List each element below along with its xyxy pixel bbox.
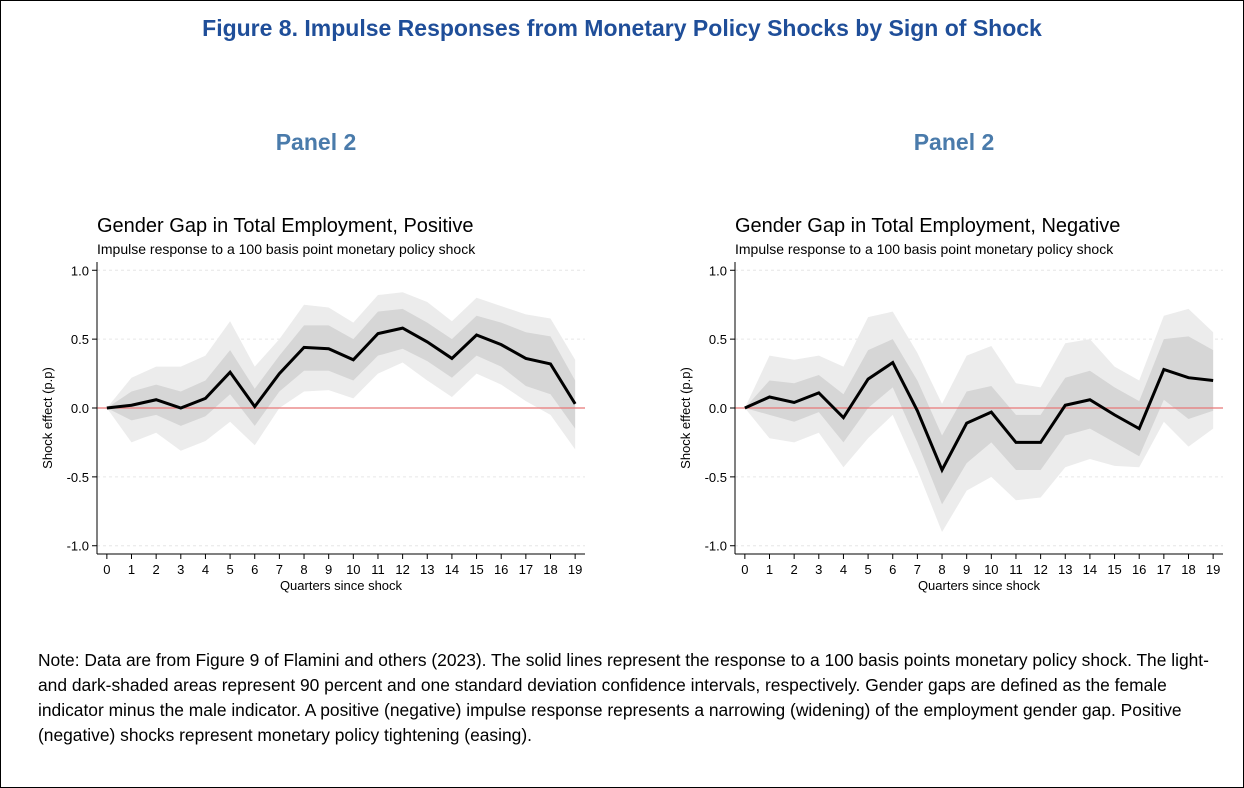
confidence-band <box>744 336 1214 505</box>
confidence-band <box>106 308 576 429</box>
x-tick-label: 14 <box>1083 562 1097 577</box>
y-tick-label: 0.0 <box>709 401 727 416</box>
response-line <box>744 360 1214 474</box>
x-tick-label: 10 <box>346 562 360 577</box>
x-tick-label: 7 <box>914 562 921 577</box>
x-tick-label: 2 <box>153 562 160 577</box>
x-tick-label: 18 <box>1181 562 1195 577</box>
x-tick-label: 6 <box>251 562 258 577</box>
x-tick-label: 17 <box>1157 562 1171 577</box>
x-tick-label: 9 <box>963 562 970 577</box>
panel-label: Panel 2 <box>914 129 995 155</box>
x-tick-label: 13 <box>420 562 434 577</box>
chart-title: Gender Gap in Total Employment, Negative <box>735 215 1120 237</box>
x-tick-label: 7 <box>276 562 283 577</box>
figure: Figure 8. Impulse Responses from Monetar… <box>40 15 1223 593</box>
x-tick-label: 1 <box>766 562 773 577</box>
y-tick-label: 1.0 <box>709 263 727 278</box>
response-line <box>106 326 577 410</box>
chart-title: Gender Gap in Total Employment, Positive <box>97 215 473 237</box>
chart-subtitle: Impulse response to a 100 basis point mo… <box>735 241 1114 257</box>
y-axis-label: Shock effect (p.p) <box>40 367 55 469</box>
x-tick-label: 17 <box>519 562 533 577</box>
x-tick-label: 6 <box>889 562 896 577</box>
x-tick-label: 11 <box>1009 562 1023 577</box>
x-tick-label: 15 <box>1107 562 1121 577</box>
x-tick-label: 19 <box>1206 562 1220 577</box>
x-tick-label: 3 <box>815 562 822 577</box>
y-tick-label: 0.0 <box>71 401 89 416</box>
chart-subtitle: Impulse response to a 100 basis point mo… <box>97 241 476 257</box>
note: Note: Data are from Figure 9 of Flamini … <box>38 650 1209 745</box>
x-tick-label: 4 <box>840 562 847 577</box>
y-tick-label: -1.0 <box>67 539 89 554</box>
x-tick-label: 19 <box>568 562 582 577</box>
x-tick-label: 16 <box>494 562 508 577</box>
x-tick-label: 5 <box>864 562 871 577</box>
x-tick-label: 15 <box>469 562 483 577</box>
y-tick-label: 1.0 <box>71 263 89 278</box>
x-axis-label: Quarters since shock <box>918 578 1041 593</box>
x-tick-label: 0 <box>103 562 110 577</box>
y-tick-label: 0.5 <box>71 332 89 347</box>
x-tick-label: 10 <box>984 562 998 577</box>
x-tick-label: 16 <box>1132 562 1146 577</box>
x-tick-label: 13 <box>1058 562 1072 577</box>
figure-title: Figure 8. Impulse Responses from Monetar… <box>202 15 1042 41</box>
y-tick-label: -0.5 <box>705 470 727 485</box>
x-tick-label: 18 <box>543 562 557 577</box>
x-axis-label: Quarters since shock <box>280 578 403 593</box>
x-tick-label: 9 <box>325 562 332 577</box>
x-tick-label: 8 <box>300 562 307 577</box>
x-tick-label: 11 <box>371 562 385 577</box>
y-tick-label: -1.0 <box>705 539 727 554</box>
x-tick-label: 0 <box>741 562 748 577</box>
x-tick-label: 3 <box>177 562 184 577</box>
y-tick-label: -0.5 <box>67 470 89 485</box>
x-tick-label: 1 <box>128 562 135 577</box>
x-tick-label: 12 <box>395 562 409 577</box>
x-tick-label: 8 <box>938 562 945 577</box>
y-tick-label: 0.5 <box>709 332 727 347</box>
x-tick-label: 5 <box>226 562 233 577</box>
x-tick-label: 4 <box>202 562 209 577</box>
x-tick-label: 14 <box>445 562 459 577</box>
x-tick-label: 12 <box>1033 562 1047 577</box>
panel-label: Panel 2 <box>276 129 357 155</box>
x-tick-label: 2 <box>791 562 798 577</box>
y-axis-label: Shock effect (p.p) <box>678 367 693 469</box>
